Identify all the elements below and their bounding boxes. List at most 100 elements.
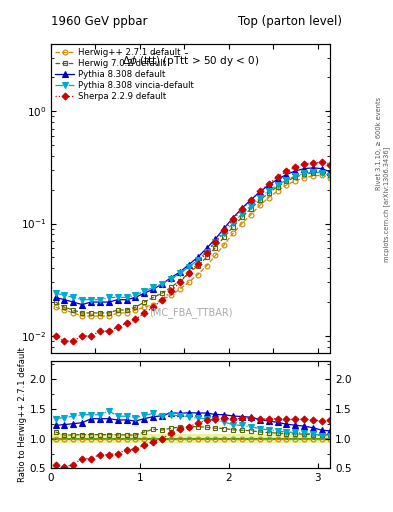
Pythia 8.308 default: [151, 286, 156, 292]
Pythia 8.308 default: [116, 296, 120, 303]
Pythia 8.308 vincia-default: [249, 203, 253, 209]
Herwig++ 2.7.1 default: [213, 252, 218, 259]
Herwig 7.0.2 default: [151, 294, 156, 301]
Herwig 7.0.2 default: [97, 310, 102, 316]
Text: $\Delta\phi$ (tt$\bar{\rm t}$) (pTt$\bar{\rm t}$ > 50 dy < 0): $\Delta\phi$ (tt$\bar{\rm t}$) (pTt$\bar…: [122, 53, 259, 69]
Herwig 7.0.2 default: [328, 172, 332, 178]
Pythia 8.308 default: [328, 169, 332, 175]
Sherpa 2.2.9 default: [80, 333, 84, 339]
Herwig++ 2.7.1 default: [275, 188, 280, 194]
Pythia 8.308 vincia-default: [71, 294, 76, 301]
Pythia 8.308 vincia-default: [240, 211, 244, 217]
Herwig 7.0.2 default: [240, 214, 244, 220]
Herwig++ 2.7.1 default: [328, 175, 332, 181]
Pythia 8.308 vincia-default: [124, 294, 129, 301]
Pythia 8.308 vincia-default: [62, 292, 67, 298]
Sherpa 2.2.9 default: [311, 160, 316, 166]
Sherpa 2.2.9 default: [53, 333, 58, 339]
Line: Herwig++ 2.7.1 default: Herwig++ 2.7.1 default: [53, 173, 332, 318]
Sherpa 2.2.9 default: [133, 316, 138, 323]
Pythia 8.308 default: [169, 274, 173, 281]
Pythia 8.308 vincia-default: [186, 264, 191, 270]
Herwig 7.0.2 default: [257, 197, 262, 203]
Herwig 7.0.2 default: [178, 278, 182, 284]
Herwig++ 2.7.1 default: [71, 310, 76, 316]
Herwig 7.0.2 default: [293, 174, 298, 180]
Pythia 8.308 vincia-default: [97, 296, 102, 303]
Pythia 8.308 default: [302, 165, 307, 172]
Herwig++ 2.7.1 default: [151, 302, 156, 308]
Sherpa 2.2.9 default: [107, 328, 111, 334]
Herwig++ 2.7.1 default: [311, 173, 316, 179]
Herwig++ 2.7.1 default: [160, 296, 165, 303]
Herwig 7.0.2 default: [275, 184, 280, 190]
Text: (MC_FBA_TTBAR): (MC_FBA_TTBAR): [149, 308, 232, 318]
Herwig++ 2.7.1 default: [240, 221, 244, 227]
Pythia 8.308 vincia-default: [116, 294, 120, 301]
Herwig++ 2.7.1 default: [293, 178, 298, 184]
Herwig 7.0.2 default: [222, 234, 227, 240]
Pythia 8.308 default: [195, 254, 200, 261]
Pythia 8.308 vincia-default: [169, 276, 173, 282]
Pythia 8.308 vincia-default: [320, 169, 324, 176]
Pythia 8.308 vincia-default: [284, 177, 289, 183]
Pythia 8.308 vincia-default: [275, 182, 280, 188]
Sherpa 2.2.9 default: [266, 181, 271, 187]
Pythia 8.308 vincia-default: [151, 284, 156, 290]
Herwig 7.0.2 default: [204, 254, 209, 261]
Herwig 7.0.2 default: [89, 310, 94, 316]
Pythia 8.308 vincia-default: [302, 170, 307, 177]
Text: Top (parton level): Top (parton level): [238, 15, 342, 28]
Herwig 7.0.2 default: [62, 304, 67, 310]
Herwig++ 2.7.1 default: [133, 307, 138, 313]
Pythia 8.308 vincia-default: [89, 296, 94, 303]
Pythia 8.308 vincia-default: [142, 288, 147, 294]
Herwig++ 2.7.1 default: [320, 172, 324, 178]
Herwig++ 2.7.1 default: [249, 211, 253, 218]
Herwig++ 2.7.1 default: [169, 292, 173, 298]
Sherpa 2.2.9 default: [284, 168, 289, 175]
Pythia 8.308 vincia-default: [231, 220, 235, 226]
Text: 1960 GeV ppbar: 1960 GeV ppbar: [51, 15, 148, 28]
Pythia 8.308 default: [107, 299, 111, 305]
Legend: Herwig++ 2.7.1 default, Herwig 7.0.2 default, Pythia 8.308 default, Pythia 8.308: Herwig++ 2.7.1 default, Herwig 7.0.2 def…: [54, 46, 195, 103]
Pythia 8.308 default: [231, 215, 235, 221]
Pythia 8.308 vincia-default: [266, 188, 271, 194]
Sherpa 2.2.9 default: [293, 164, 298, 170]
Herwig 7.0.2 default: [249, 205, 253, 211]
Sherpa 2.2.9 default: [169, 288, 173, 294]
Sherpa 2.2.9 default: [257, 188, 262, 195]
Pythia 8.308 default: [133, 294, 138, 301]
Herwig++ 2.7.1 default: [186, 279, 191, 285]
Sherpa 2.2.9 default: [124, 320, 129, 326]
Sherpa 2.2.9 default: [302, 161, 307, 167]
Pythia 8.308 default: [53, 294, 58, 301]
Line: Sherpa 2.2.9 default: Sherpa 2.2.9 default: [53, 160, 332, 344]
Pythia 8.308 vincia-default: [80, 296, 84, 303]
Pythia 8.308 default: [213, 236, 218, 242]
Herwig 7.0.2 default: [284, 178, 289, 184]
Pythia 8.308 default: [186, 262, 191, 268]
Pythia 8.308 default: [266, 182, 271, 188]
Pythia 8.308 vincia-default: [311, 169, 316, 175]
Sherpa 2.2.9 default: [328, 161, 332, 167]
Herwig++ 2.7.1 default: [142, 304, 147, 310]
Herwig++ 2.7.1 default: [62, 307, 67, 313]
Sherpa 2.2.9 default: [116, 324, 120, 330]
Herwig 7.0.2 default: [142, 299, 147, 305]
Pythia 8.308 default: [249, 197, 253, 203]
Pythia 8.308 default: [240, 205, 244, 211]
Pythia 8.308 vincia-default: [53, 290, 58, 296]
Herwig 7.0.2 default: [302, 172, 307, 178]
Sherpa 2.2.9 default: [320, 159, 324, 165]
Sherpa 2.2.9 default: [62, 338, 67, 344]
Y-axis label: Ratio to Herwig++ 2.7.1 default: Ratio to Herwig++ 2.7.1 default: [18, 347, 27, 482]
Sherpa 2.2.9 default: [195, 261, 200, 267]
Herwig 7.0.2 default: [169, 284, 173, 290]
Pythia 8.308 default: [284, 172, 289, 178]
Herwig 7.0.2 default: [186, 270, 191, 276]
Herwig++ 2.7.1 default: [302, 175, 307, 181]
Herwig 7.0.2 default: [213, 245, 218, 251]
Herwig++ 2.7.1 default: [284, 182, 289, 188]
Pythia 8.308 vincia-default: [178, 270, 182, 276]
